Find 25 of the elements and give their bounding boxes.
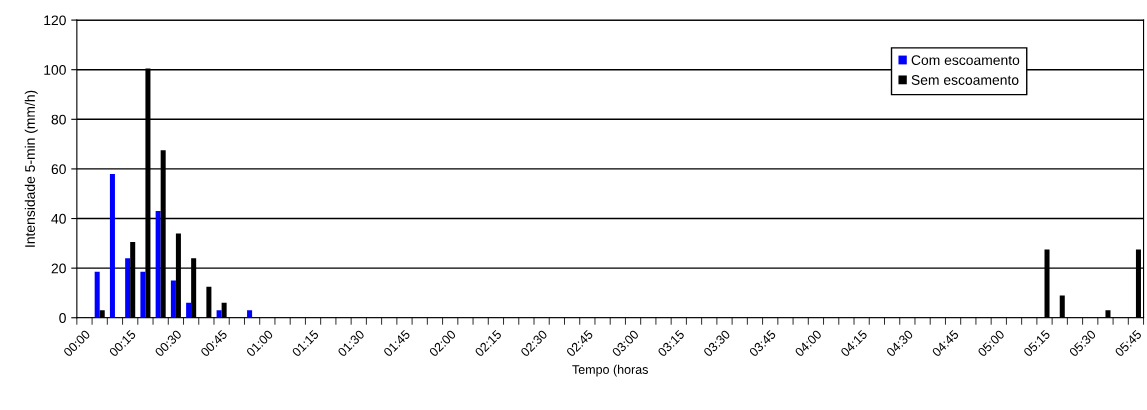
bar bbox=[216, 310, 222, 318]
bar bbox=[94, 271, 100, 318]
y-tick-label: 0 bbox=[59, 313, 66, 323]
bar bbox=[109, 173, 115, 318]
y-axis-title: Intensidade 5-min (mm/h) bbox=[24, 90, 38, 247]
bar bbox=[99, 310, 105, 318]
bar bbox=[247, 310, 253, 318]
legend-label: Com escoamento bbox=[911, 55, 1020, 66]
bar bbox=[206, 286, 212, 318]
legend-label: Sem escoamento bbox=[911, 75, 1019, 85]
bar bbox=[1105, 310, 1111, 318]
y-tick-label: 40 bbox=[51, 213, 66, 224]
y-tick-label: 100 bbox=[44, 65, 66, 75]
y-tick-label: 20 bbox=[51, 263, 66, 274]
x-axis-title: Tempo (horas bbox=[572, 364, 648, 377]
bar bbox=[140, 271, 146, 318]
bar bbox=[125, 258, 131, 318]
y-tick-label: 60 bbox=[51, 164, 66, 175]
bar bbox=[186, 302, 192, 318]
bar bbox=[1059, 295, 1065, 318]
y-tick-label: 80 bbox=[51, 114, 66, 125]
bar bbox=[221, 302, 227, 318]
bar bbox=[155, 211, 161, 318]
y-tick-label: 120 bbox=[44, 15, 66, 26]
bar bbox=[170, 280, 176, 318]
